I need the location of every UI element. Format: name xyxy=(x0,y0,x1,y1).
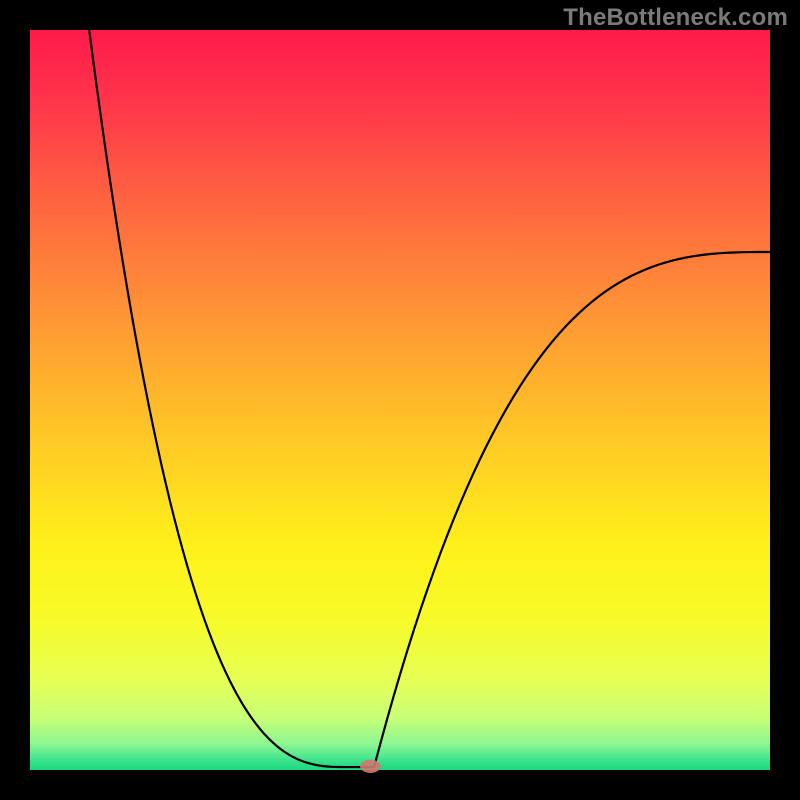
bottleneck-chart xyxy=(0,0,800,800)
optimal-point-marker xyxy=(360,760,381,773)
watermark-text: TheBottleneck.com xyxy=(563,4,788,32)
plot-background xyxy=(30,30,770,770)
chart-container: TheBottleneck.com xyxy=(0,0,800,800)
